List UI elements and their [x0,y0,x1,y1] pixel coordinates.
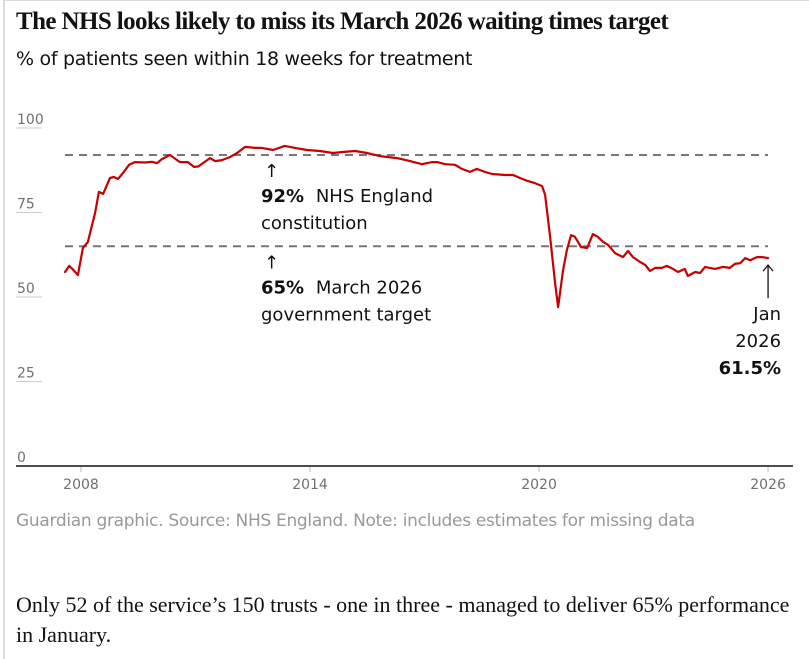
up-arrow-icon: ↑ [264,161,279,182]
x-tick-label: 2026 [750,477,786,493]
annotation-latest-year: 2026 [735,331,781,352]
up-arrow-icon: ↑ [264,252,279,273]
annotation-92-value: 92% [261,186,304,207]
y-tick-label: 50 [17,281,35,297]
reference-lines [64,154,769,248]
body-paragraph: Only 52 of the service’s 150 trusts - on… [16,592,790,647]
series-group [63,144,770,309]
y-tick-label: 75 [17,197,35,213]
annotation-latest-month: Jan [752,304,781,325]
chart-title: The NHS looks likely to miss its March 2… [16,8,669,35]
top-border [5,0,809,1]
x-axis: 2008 2014 2020 2026 [16,465,793,493]
annotation-65-target: ↑ 65% March 2026 government target [261,252,431,325]
y-tick-label: 100 [17,112,44,128]
annotation-92-target: ↑ 92% NHS England constitution [261,161,433,234]
line-chart: 0 25 50 75 100 2008 2014 2020 2026 ↑ 92% NHS En… [16,112,793,493]
x-tick-label: 2014 [292,477,328,493]
annotation-65-value: 65% [261,277,304,298]
annotation-92-line2: constitution [261,213,368,234]
chart-subtitle: % of patients seen within 18 weeks for t… [16,48,473,70]
y-axis: 0 25 50 75 100 [16,112,44,466]
y-tick-label: 25 [17,366,35,382]
up-arrow-icon [762,264,774,272]
annotation-latest: Jan 2026 61.5% [719,264,781,379]
left-border [3,0,5,659]
annotation-65-text: March 2026 [316,277,422,298]
annotation-65-line2: government target [261,304,431,325]
annotation-92-line1: 92% NHS England [261,186,433,207]
annotation-65-line1: 65% March 2026 [261,277,422,298]
y-tick-label: 0 [17,450,26,466]
annotation-92-text: NHS England [316,186,433,207]
source-note: Guardian graphic. Source: NHS England. N… [16,511,695,531]
series-line [63,144,770,309]
annotation-latest-value: 61.5% [719,358,781,379]
x-tick-label: 2008 [63,477,99,493]
x-tick-label: 2020 [521,477,557,493]
